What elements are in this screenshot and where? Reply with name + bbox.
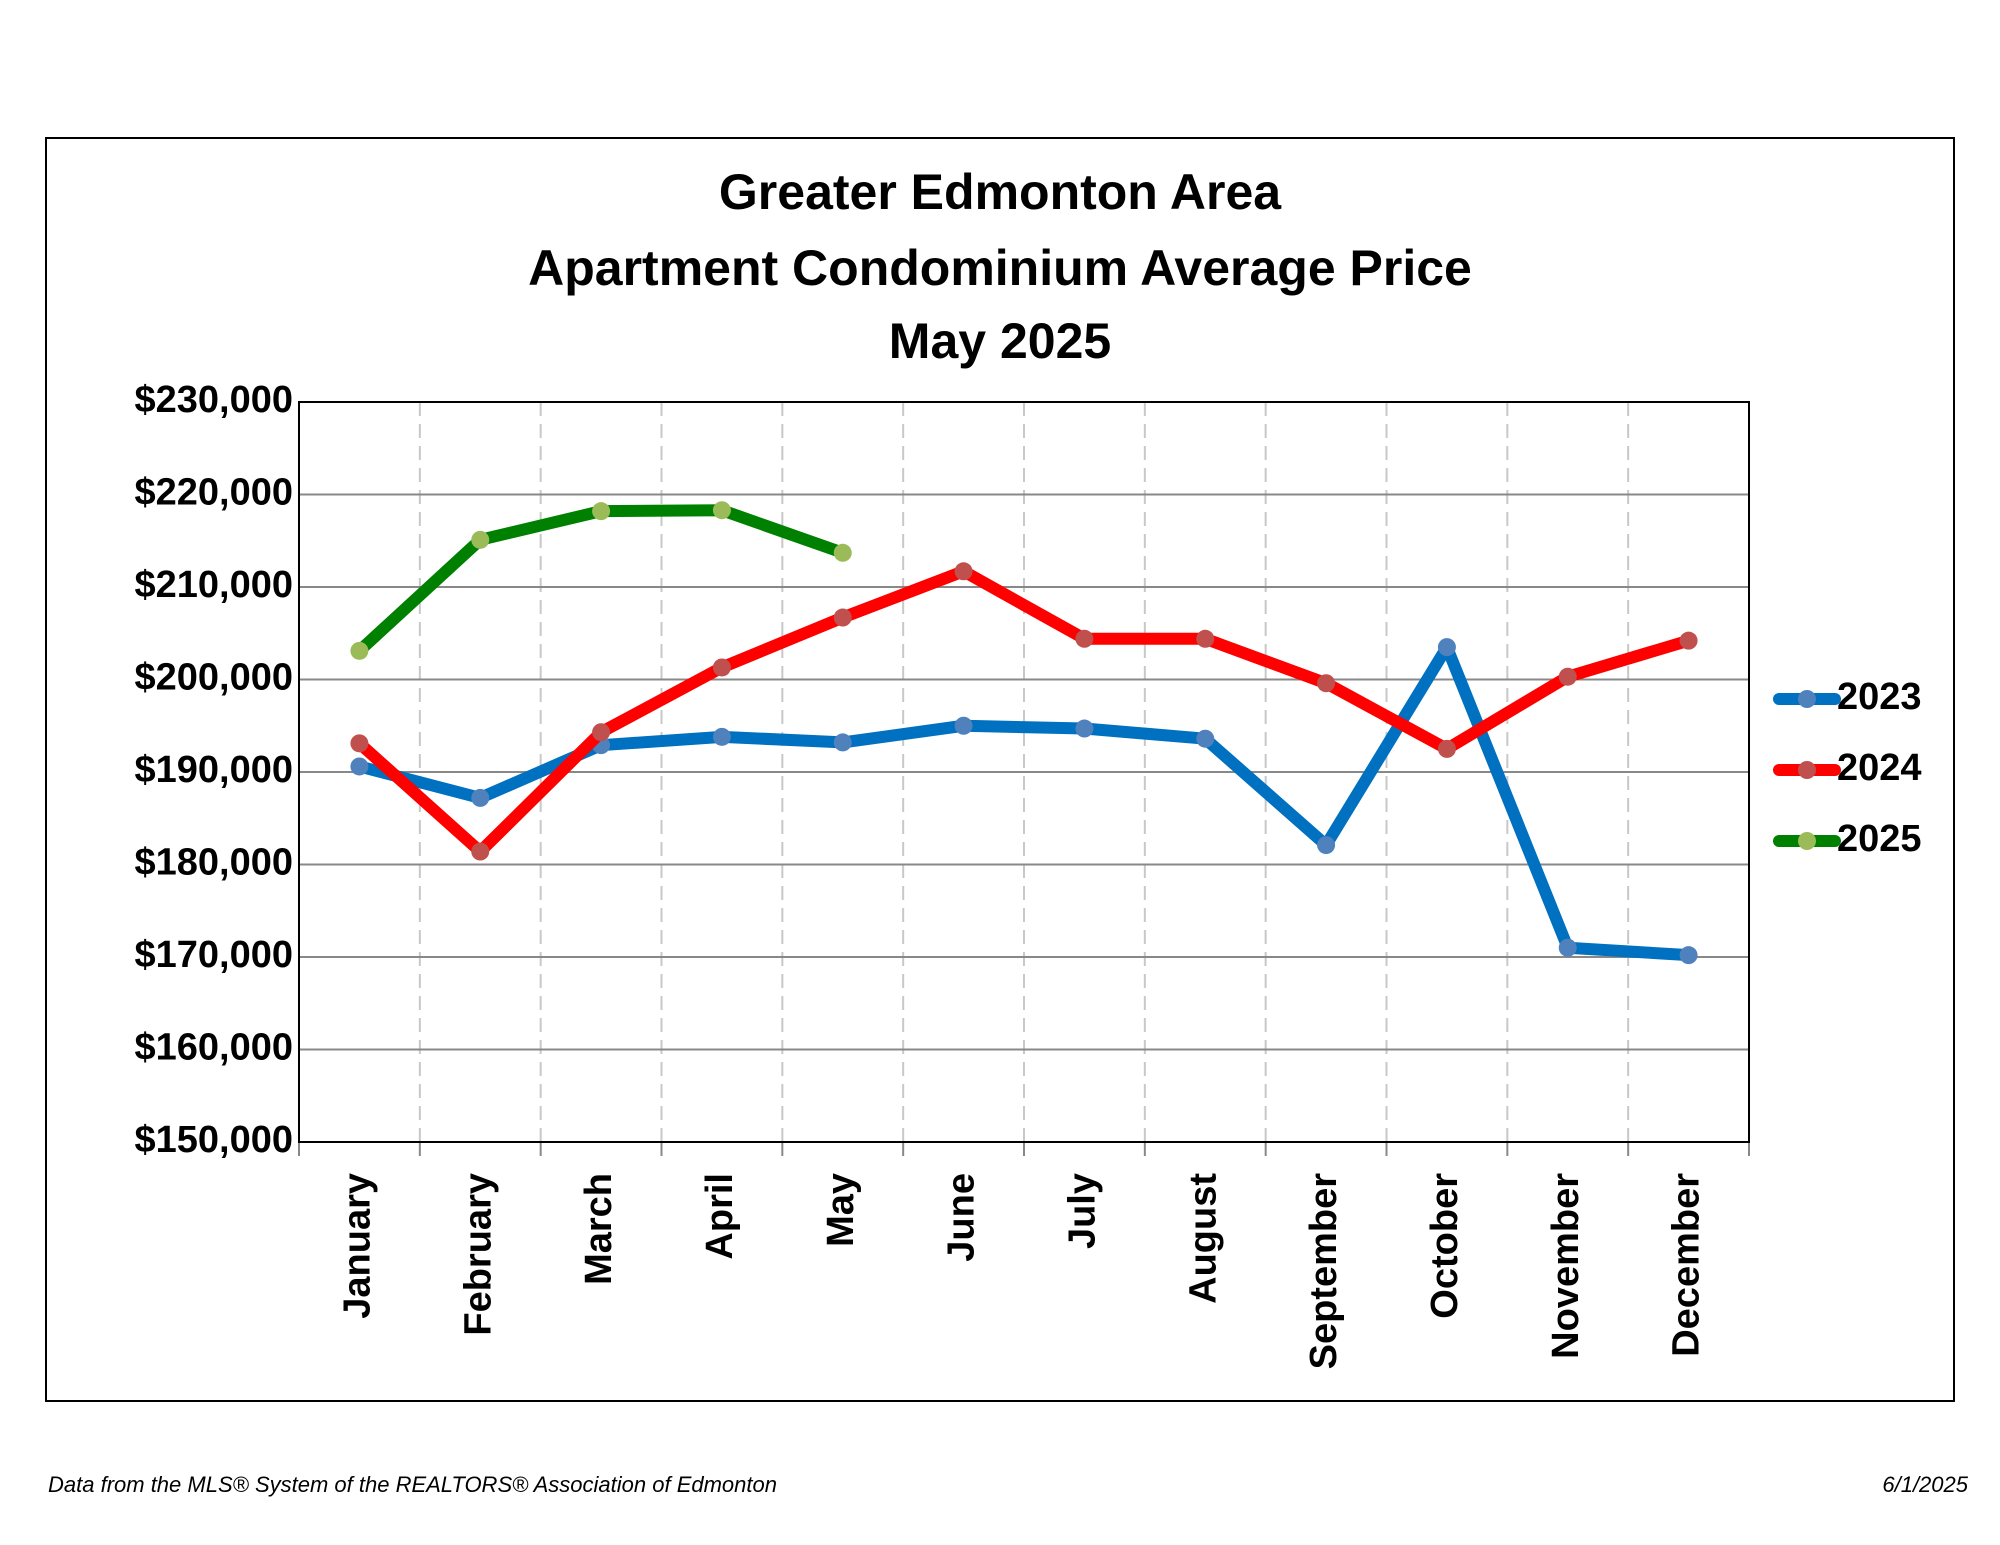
legend-label: 2024	[1837, 747, 1922, 789]
data-point	[954, 716, 973, 735]
y-tick-label: $200,000	[135, 657, 294, 699]
chart-title: May 2025	[889, 313, 1111, 369]
y-tick-label: $210,000	[135, 564, 294, 606]
data-point	[350, 641, 369, 660]
legend-marker	[1798, 832, 1816, 850]
data-point	[1317, 836, 1336, 855]
series-line	[355, 565, 1691, 858]
y-tick-label: $180,000	[135, 842, 294, 884]
x-tick-label: June	[941, 1173, 983, 1262]
data-point	[954, 562, 973, 581]
data-point	[1558, 667, 1577, 686]
plot-area	[298, 401, 1750, 1143]
data-point	[471, 530, 490, 549]
data-point	[1558, 938, 1577, 957]
x-tick-label: July	[1061, 1173, 1103, 1249]
data-point	[350, 757, 369, 776]
data-point	[712, 658, 731, 677]
chart-title: Apartment Condominium Average Price	[528, 240, 1472, 296]
y-tick-label: $220,000	[135, 472, 294, 514]
data-point	[1679, 946, 1698, 965]
y-tick-label: $150,000	[135, 1119, 294, 1161]
data-point	[833, 543, 852, 562]
data-point	[1196, 729, 1215, 748]
data-point	[833, 733, 852, 752]
x-tick-label: February	[457, 1173, 499, 1336]
data-point	[350, 734, 369, 753]
x-tick-label: September	[1303, 1173, 1345, 1370]
x-tick-label: March	[578, 1173, 620, 1285]
legend-marker	[1798, 690, 1816, 708]
data-point	[1679, 631, 1698, 650]
x-tick-label: January	[336, 1173, 378, 1319]
data-point	[1437, 739, 1456, 758]
source-note: Data from the MLS® System of the REALTOR…	[48, 1472, 777, 1497]
x-tick-label: August	[1182, 1173, 1224, 1304]
x-tick-label: October	[1424, 1173, 1466, 1319]
x-tick-label: May	[820, 1173, 862, 1247]
data-point	[712, 501, 731, 520]
data-point	[833, 608, 852, 627]
data-point	[471, 842, 490, 861]
y-tick-label: $160,000	[135, 1027, 294, 1069]
data-point	[1196, 629, 1215, 648]
data-point	[1075, 719, 1094, 738]
legend-marker	[1798, 761, 1816, 779]
data-point	[471, 788, 490, 807]
data-point	[1437, 638, 1456, 657]
data-point	[1317, 674, 1336, 693]
series-line	[355, 504, 845, 656]
data-point	[1075, 629, 1094, 648]
y-tick-label: $170,000	[135, 934, 294, 976]
data-point	[592, 502, 611, 521]
data-point	[592, 723, 611, 742]
x-tick-label: April	[699, 1173, 741, 1260]
chart-title: Greater Edmonton Area	[719, 164, 1282, 220]
legend-label: 2023	[1837, 676, 1922, 718]
chart-border	[45, 137, 1955, 1402]
x-tick-label: December	[1666, 1173, 1708, 1357]
y-tick-label: $190,000	[135, 749, 294, 791]
y-tick-label: $230,000	[135, 379, 294, 421]
date-note: 6/1/2025	[1882, 1472, 1968, 1497]
legend-label: 2025	[1837, 818, 1922, 860]
data-point	[712, 727, 731, 746]
x-tick-label: November	[1545, 1173, 1587, 1359]
